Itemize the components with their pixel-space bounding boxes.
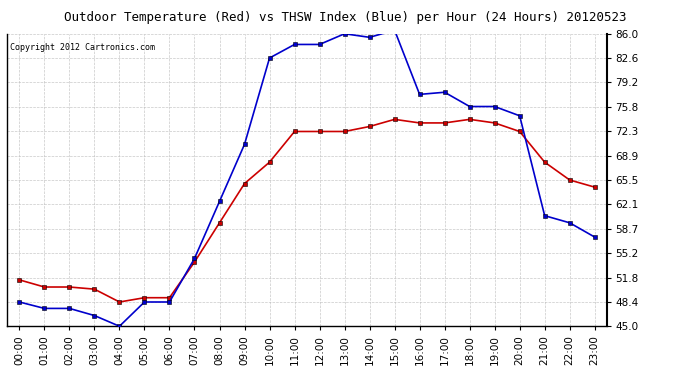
Text: Copyright 2012 Cartronics.com: Copyright 2012 Cartronics.com <box>10 42 155 51</box>
Text: Outdoor Temperature (Red) vs THSW Index (Blue) per Hour (24 Hours) 20120523: Outdoor Temperature (Red) vs THSW Index … <box>63 11 627 24</box>
